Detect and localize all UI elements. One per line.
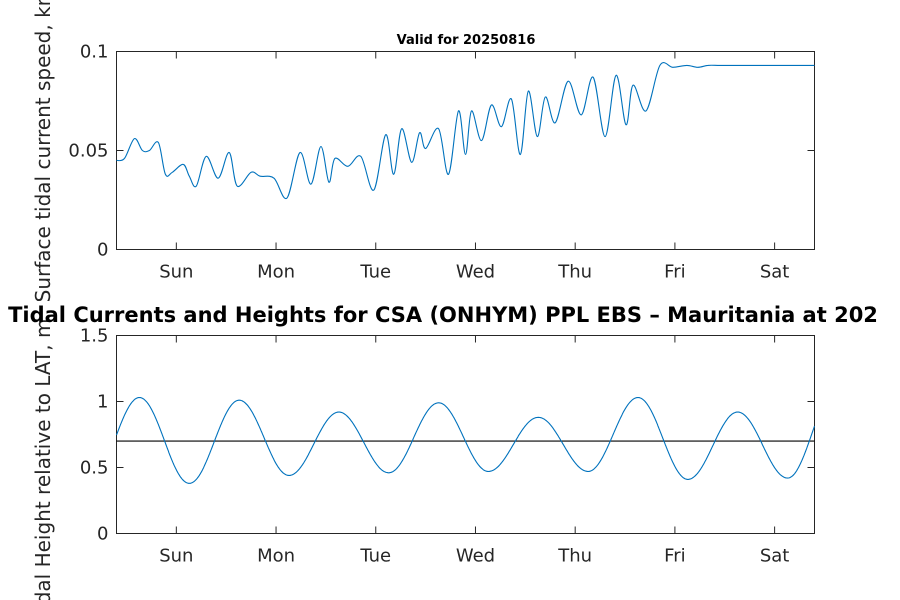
x-tick-label: Sun bbox=[159, 262, 193, 283]
x-tick-label: Fri bbox=[664, 262, 685, 283]
speed-y-ticks: 0 0.05 0.1 bbox=[68, 42, 815, 261]
x-tick-label: Mon bbox=[257, 546, 295, 567]
x-tick-label: Tue bbox=[359, 262, 391, 283]
y-tick-label: 1.5 bbox=[80, 326, 109, 347]
x-tick-label: Tue bbox=[359, 546, 391, 567]
speed-x-ticks: Sun Mon Tue Wed Thu Fri Sat bbox=[159, 51, 790, 283]
y-tick-label: 0.1 bbox=[80, 42, 109, 63]
x-tick-label: Sun bbox=[159, 546, 193, 567]
figure-main-title: Tidal Currents and Heights for CSA (ONHY… bbox=[8, 303, 878, 327]
y-tick-label: 0 bbox=[97, 240, 108, 261]
height-y-ticks: 0 0.5 1 1.5 bbox=[80, 326, 815, 545]
x-tick-label: Fri bbox=[664, 546, 685, 567]
y-tick-label: 1 bbox=[97, 392, 108, 413]
x-tick-label: Wed bbox=[456, 546, 495, 567]
y-tick-label: 0 bbox=[97, 524, 108, 545]
speed-series-line bbox=[116, 62, 815, 200]
speed-y-axis-label: Surface tidal current speed, kn bbox=[31, 0, 55, 302]
x-tick-label: Thu bbox=[557, 546, 592, 567]
height-series-line bbox=[115, 396, 816, 484]
height-y-axis-label: Tidal Height relative to LAT, m bbox=[31, 319, 55, 600]
speed-plot-title: Valid for 20250816 bbox=[397, 33, 536, 48]
x-tick-label: Thu bbox=[557, 262, 592, 283]
speed-plot: Valid for 20250816 0 0.05 0.1 Sun Mon Tue Wed… bbox=[31, 0, 815, 302]
height-plot: 0 0.5 1 1.5 Sun Mon Tue Wed Thu Fri Sat Tidal Hei… bbox=[31, 319, 816, 600]
height-x-ticks: Sun Mon Tue Wed Thu Fri Sat bbox=[159, 335, 790, 567]
x-tick-label: Sat bbox=[760, 262, 790, 283]
y-tick-label: 0.5 bbox=[80, 458, 109, 479]
y-tick-label: 0.05 bbox=[68, 141, 108, 162]
x-tick-label: Sat bbox=[760, 546, 790, 567]
x-tick-label: Mon bbox=[257, 262, 295, 283]
x-tick-label: Wed bbox=[456, 262, 495, 283]
speed-axes-box bbox=[116, 51, 815, 250]
height-axes-box bbox=[116, 335, 815, 534]
